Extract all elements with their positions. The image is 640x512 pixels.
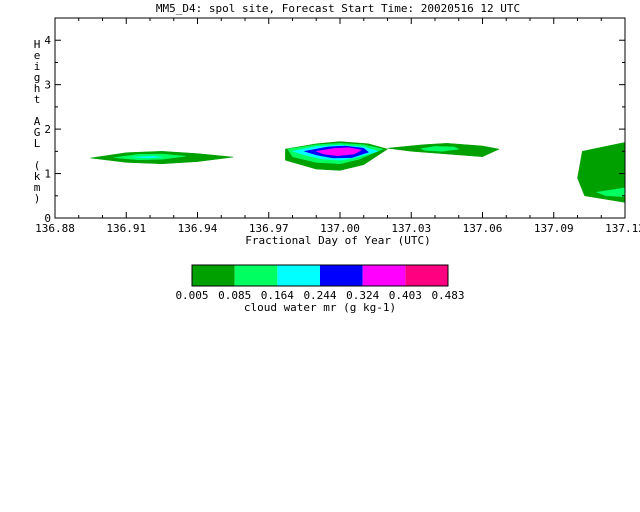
x-tick-label: 136.88	[35, 222, 75, 235]
colorbar-tick-label: 0.403	[389, 289, 422, 302]
colorbar-swatch	[277, 265, 320, 286]
x-tick-label: 137.00	[320, 222, 360, 235]
y-axis-label-char: )	[34, 192, 41, 205]
x-tick-label: 137.09	[534, 222, 574, 235]
colorbar-frame	[191, 264, 449, 287]
y-tick-label: 4	[44, 34, 51, 47]
colorbar-tick-label: 0.324	[346, 289, 379, 302]
plot-area	[90, 141, 626, 203]
colorbar-swatch	[405, 265, 448, 286]
x-tick-label: 137.03	[391, 222, 431, 235]
contour-cloud-edge	[577, 142, 626, 203]
colorbar-label: cloud water mr (g kg-1)	[244, 301, 396, 314]
x-tick-label: 137.12	[605, 222, 640, 235]
y-tick-label: 1	[44, 168, 51, 181]
y-tick-label: 0	[44, 212, 51, 225]
y-axis-label-char: H	[34, 38, 41, 51]
y-axis-label-char: (	[34, 159, 41, 172]
colorbar: 0.005 0.085 0.164 0.244 0.324 0.403 0.483	[175, 264, 465, 302]
y-axis-label-char: k	[34, 170, 41, 183]
y-axis-label-char: g	[34, 71, 41, 84]
colorbar-swatch	[362, 265, 406, 286]
y-tick-label: 2	[44, 123, 51, 136]
y-axis-label-char: h	[34, 82, 41, 95]
colorbar-tick-label: 0.005	[175, 289, 208, 302]
colorbar-tick-label: 0.244	[303, 289, 336, 302]
y-axis-label-char: t	[34, 93, 41, 106]
contour-cloud-center-l4	[315, 147, 363, 157]
y-tick-label: 3	[44, 79, 51, 92]
x-tick-label: 136.94	[178, 222, 218, 235]
x-tick-label: 136.97	[249, 222, 289, 235]
axis-ticks: 136.88 136.91 136.94 136.97 137.00 137.03 137.…	[35, 18, 640, 235]
contour-cloud-left-inner	[133, 155, 162, 159]
y-axis-label-char: A	[34, 115, 41, 128]
x-tick-label: 137.06	[463, 222, 503, 235]
y-axis-label-char: m	[34, 181, 41, 194]
colorbar-tick-label: 0.483	[431, 289, 464, 302]
colorbar-swatch	[234, 265, 278, 286]
colorbar-swatch	[192, 265, 235, 286]
colorbar-swatch	[320, 265, 363, 286]
y-axis-label-char: G	[34, 126, 41, 139]
plot-frame	[54, 17, 626, 219]
x-tick-label: 136.91	[106, 222, 146, 235]
y-axis-label-char: e	[34, 49, 41, 62]
colorbar-tick-label: 0.164	[261, 289, 294, 302]
y-axis-label-char: L	[34, 137, 41, 150]
x-axis-label: Fractional Day of Year (UTC)	[245, 234, 430, 247]
contour-cloud-right-core	[420, 146, 460, 152]
chart-title: MM5_D4: spol site, Forecast Start Time: …	[156, 2, 520, 15]
colorbar-tick-label: 0.085	[218, 289, 251, 302]
y-axis-label-char: i	[34, 60, 41, 73]
